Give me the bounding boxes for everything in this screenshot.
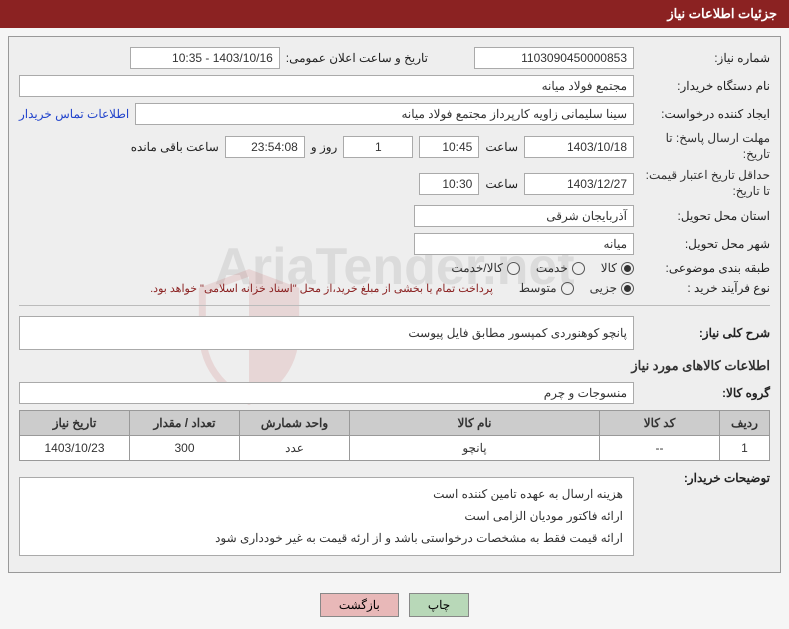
buyer-note-1: هزینه ارسال به عهده تامین کننده است xyxy=(30,484,623,506)
price-validity-label: حداقل تاریخ اعتبار قیمت: تا تاریخ: xyxy=(640,168,770,199)
page-title: جزئیات اطلاعات نیاز xyxy=(667,6,777,21)
need-number-label: شماره نیاز: xyxy=(640,51,770,65)
table-row: 1 -- پانچو عدد 300 1403/10/23 xyxy=(20,436,770,461)
td-unit: عدد xyxy=(240,436,350,461)
need-number-field: 1103090450000853 xyxy=(474,47,634,69)
td-row: 1 xyxy=(720,436,770,461)
td-code: -- xyxy=(600,436,720,461)
goods-table: ردیف کد کالا نام کالا واحد شمارش تعداد /… xyxy=(19,410,770,461)
row-process: نوع فرآیند خرید : جزیی متوسط پرداخت تمام… xyxy=(19,281,770,295)
org-field: مجتمع فولاد میانه xyxy=(19,75,634,97)
creator-label: ایجاد کننده درخواست: xyxy=(640,107,770,121)
contact-link[interactable]: اطلاعات تماس خریدار xyxy=(19,107,129,121)
row-creator: ایجاد کننده درخواست: سینا سلیمانی زاویه … xyxy=(19,103,770,125)
row-org: نام دستگاه خریدار: مجتمع فولاد میانه xyxy=(19,75,770,97)
table-header-row: ردیف کد کالا نام کالا واحد شمارش تعداد /… xyxy=(20,411,770,436)
row-buyer-notes: توضیحات خریدار: هزینه ارسال به عهده تامی… xyxy=(19,471,770,556)
td-date: 1403/10/23 xyxy=(20,436,130,461)
buyer-note-2: ارائه فاکتور مودیان الزامی است xyxy=(30,506,623,528)
row-summary: شرح کلی نیاز: پانچو کوهنوردی کمپسور مطاب… xyxy=(19,316,770,350)
row-need-number: شماره نیاز: 1103090450000853 تاریخ و ساع… xyxy=(19,47,770,69)
goods-info-title: اطلاعات کالاهای مورد نیاز xyxy=(19,358,770,374)
summary-field: پانچو کوهنوردی کمپسور مطابق فایل پیوست xyxy=(19,316,634,350)
radio-service-label: خدمت xyxy=(536,261,568,275)
days-field: 1 xyxy=(343,136,413,158)
deadline-time-field: 10:45 xyxy=(419,136,479,158)
radio-goods-label: کالا xyxy=(601,261,617,275)
deadline-label: مهلت ارسال پاسخ: تا تاریخ: xyxy=(640,131,770,162)
buyer-notes-label: توضیحات خریدار: xyxy=(640,471,770,485)
row-deadline: مهلت ارسال پاسخ: تا تاریخ: 1403/10/18 سا… xyxy=(19,131,770,162)
city-field: میانه xyxy=(414,233,634,255)
form-content: شماره نیاز: 1103090450000853 تاریخ و ساع… xyxy=(9,37,780,572)
print-button[interactable]: چاپ xyxy=(409,593,469,617)
group-field: منسوجات و چرم xyxy=(19,382,634,404)
province-label: استان محل تحویل: xyxy=(640,209,770,223)
summary-label: شرح کلی نیاز: xyxy=(640,326,770,340)
page-header: جزئیات اطلاعات نیاز xyxy=(0,0,789,28)
city-label: شهر محل تحویل: xyxy=(640,237,770,251)
time-left-field: 23:54:08 xyxy=(225,136,305,158)
td-qty: 300 xyxy=(130,436,240,461)
group-label: گروه کالا: xyxy=(640,386,770,400)
main-container: AriaTender.net شماره نیاز: 1103090450000… xyxy=(8,36,781,573)
org-label: نام دستگاه خریدار: xyxy=(640,79,770,93)
radio-goods-service-label: کالا/خدمت xyxy=(451,261,502,275)
time-left-label: ساعت باقی مانده xyxy=(131,140,219,154)
th-qty: تعداد / مقدار xyxy=(130,411,240,436)
category-radio-group: کالا خدمت کالا/خدمت xyxy=(451,261,634,275)
separator-1 xyxy=(19,305,770,306)
creator-field: سینا سلیمانی زاویه کارپرداز مجتمع فولاد … xyxy=(135,103,634,125)
th-date: تاریخ نیاز xyxy=(20,411,130,436)
payment-note: پرداخت تمام یا بخشی از مبلغ خرید،از محل … xyxy=(150,282,493,295)
price-validity-time-field: 10:30 xyxy=(419,173,479,195)
days-and-label: روز و xyxy=(311,140,338,154)
price-validity-date-field: 1403/12/27 xyxy=(524,173,634,195)
radio-service[interactable]: خدمت xyxy=(536,261,585,275)
row-city: شهر محل تحویل: میانه xyxy=(19,233,770,255)
time-label-1: ساعت xyxy=(485,140,518,154)
button-row: چاپ بازگشت xyxy=(0,581,789,629)
row-price-validity: حداقل تاریخ اعتبار قیمت: تا تاریخ: 1403/… xyxy=(19,168,770,199)
buyer-note-3: ارائه قیمت فقط به مشخصات درخواستی باشد و… xyxy=(30,528,623,550)
deadline-date-field: 1403/10/18 xyxy=(524,136,634,158)
row-province: استان محل تحویل: آذربایجان شرقی xyxy=(19,205,770,227)
announce-label: تاریخ و ساعت اعلان عمومی: xyxy=(286,51,428,65)
th-unit: واحد شمارش xyxy=(240,411,350,436)
th-name: نام کالا xyxy=(350,411,600,436)
buyer-notes-box: هزینه ارسال به عهده تامین کننده است ارائ… xyxy=(19,477,634,556)
td-name: پانچو xyxy=(350,436,600,461)
radio-medium-label: متوسط xyxy=(519,281,557,295)
th-code: کد کالا xyxy=(600,411,720,436)
radio-goods[interactable]: کالا xyxy=(601,261,634,275)
back-button[interactable]: بازگشت xyxy=(320,593,399,617)
announce-field: 1403/10/16 - 10:35 xyxy=(130,47,280,69)
th-row: ردیف xyxy=(720,411,770,436)
time-label-2: ساعت xyxy=(485,177,518,191)
process-label: نوع فرآیند خرید : xyxy=(640,281,770,295)
radio-partial-label: جزیی xyxy=(590,281,617,295)
province-field: آذربایجان شرقی xyxy=(414,205,634,227)
radio-partial[interactable]: جزیی xyxy=(590,281,634,295)
row-category: طبقه بندی موضوعی: کالا خدمت کالا/خدمت xyxy=(19,261,770,275)
row-group: گروه کالا: منسوجات و چرم xyxy=(19,382,770,404)
process-radio-group: جزیی متوسط xyxy=(519,281,634,295)
radio-goods-service[interactable]: کالا/خدمت xyxy=(451,261,519,275)
radio-medium[interactable]: متوسط xyxy=(519,281,574,295)
category-label: طبقه بندی موضوعی: xyxy=(640,261,770,275)
